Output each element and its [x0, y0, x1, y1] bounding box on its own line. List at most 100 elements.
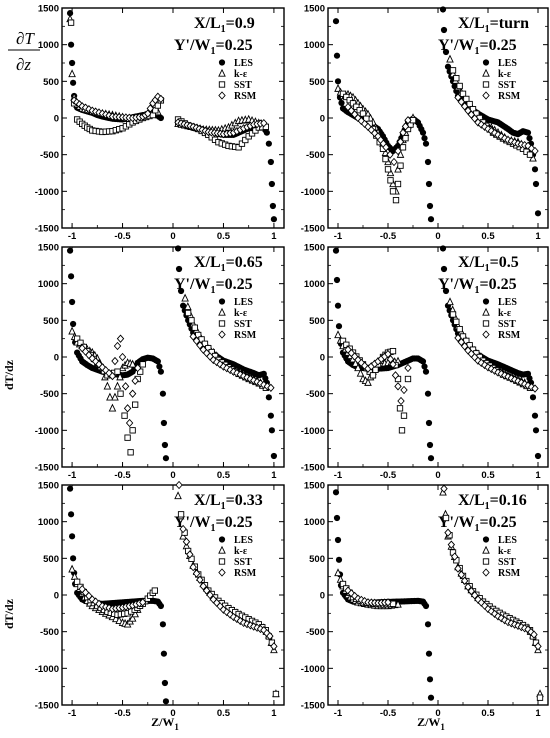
data-point	[114, 368, 121, 375]
data-point	[480, 122, 489, 131]
data-point	[68, 326, 76, 335]
data-point	[157, 94, 165, 104]
data-point	[444, 63, 452, 70]
data-point	[266, 631, 274, 641]
derivative-formula: ∂T ∂z	[8, 29, 40, 74]
data-point	[500, 134, 509, 143]
data-point	[95, 599, 103, 608]
y-tick-label: 0	[54, 353, 59, 364]
data-point	[156, 363, 163, 370]
data-point	[426, 441, 434, 449]
data-point	[454, 564, 462, 573]
data-point	[77, 339, 84, 346]
legend-label: LES	[498, 535, 517, 546]
panel-label-line1: X/L1=0.33	[194, 492, 263, 512]
data-point	[456, 82, 463, 90]
data-point	[157, 368, 164, 375]
panel-label-line2: Y'/W1=0.25	[438, 276, 517, 296]
data-point	[175, 480, 183, 490]
legend-marker	[218, 91, 226, 100]
legend-marker	[482, 59, 490, 66]
data-point	[421, 363, 428, 370]
series-RSM	[344, 333, 539, 406]
panel-label-line1: X/L1=0.65	[194, 254, 263, 274]
data-point	[146, 104, 154, 113]
data-point	[161, 679, 169, 687]
panel-label-line1: X/L1=0.5	[458, 254, 519, 274]
data-point	[364, 377, 372, 386]
x-tick-label: 0	[435, 708, 440, 719]
legend-label: k-ε	[234, 69, 248, 80]
data-point	[356, 368, 365, 377]
data-point	[162, 455, 170, 462]
data-point	[111, 356, 119, 366]
panel-label-line2: Y'/W1=0.25	[174, 276, 253, 296]
data-point	[116, 334, 125, 343]
data-point	[206, 590, 214, 600]
data-point	[68, 69, 76, 78]
data-point	[404, 116, 412, 125]
data-point	[161, 441, 169, 449]
data-point	[466, 100, 473, 108]
legend-label: LES	[234, 297, 253, 308]
legend-marker	[482, 81, 490, 88]
data-point	[124, 434, 131, 441]
data-point	[439, 6, 447, 13]
legend-label: SST	[234, 557, 252, 568]
data-point	[160, 650, 168, 657]
data-point	[339, 337, 347, 345]
data-point	[384, 598, 392, 607]
series-RSM	[70, 92, 268, 139]
y-tick-label: -500	[306, 389, 325, 400]
data-point	[179, 302, 187, 309]
data-point	[424, 390, 432, 397]
data-point	[424, 158, 432, 166]
data-point	[425, 650, 433, 657]
x-tick-label: 1	[535, 708, 541, 719]
data-point	[450, 552, 459, 561]
data-point	[372, 366, 379, 373]
x-tick-label: -0.5	[380, 470, 397, 481]
legend-marker	[218, 81, 226, 88]
data-point	[396, 405, 404, 412]
data-point	[177, 287, 185, 295]
data-point	[382, 155, 389, 163]
legend-marker	[482, 558, 490, 565]
legend-marker	[482, 545, 490, 554]
data-point	[536, 694, 544, 701]
data-point	[68, 59, 76, 67]
data-point	[363, 115, 370, 122]
data-point	[425, 419, 433, 427]
data-point	[157, 114, 164, 122]
legend-label: k-ε	[234, 308, 248, 319]
data-point	[177, 511, 185, 518]
panel-3: -1500 -1000 -500 0 500 1000 1500 -1 -0.5 0 0.5 1 X/L…	[35, 243, 285, 481]
series-SST	[339, 67, 534, 204]
y-tick-label: 1500	[38, 243, 59, 254]
x-tick-label: -0.5	[114, 231, 131, 242]
data-point	[188, 317, 195, 324]
data-point	[144, 109, 152, 118]
data-point	[426, 676, 434, 683]
data-point	[526, 135, 533, 142]
data-point	[186, 550, 194, 559]
data-point	[490, 128, 499, 138]
y-tick-label: 0	[320, 353, 325, 364]
data-point	[534, 210, 542, 217]
data-point	[67, 511, 75, 518]
data-point	[353, 103, 360, 110]
data-point	[532, 180, 540, 188]
data-point	[103, 381, 112, 390]
y-tick-label: -1000	[301, 187, 325, 198]
data-point	[401, 122, 410, 131]
data-point	[442, 287, 450, 295]
legend-marker	[218, 298, 226, 305]
data-point	[422, 140, 430, 147]
x-tick-label: 0	[435, 231, 440, 242]
data-point	[397, 162, 404, 169]
data-point	[459, 90, 467, 97]
data-point	[422, 602, 430, 610]
data-point	[332, 489, 340, 496]
